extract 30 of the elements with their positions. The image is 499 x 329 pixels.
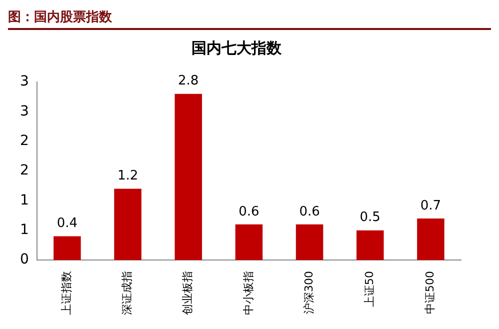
data-label: 0.6: [238, 204, 260, 220]
x-tick-label: 中小板指: [242, 271, 255, 315]
y-tick-label: 1: [20, 222, 29, 238]
x-tick-label: 上证指数: [60, 271, 74, 315]
y-tick-label: 3: [20, 74, 29, 90]
chart-title: 国内七大指数: [192, 38, 282, 57]
bar: [235, 224, 263, 260]
bar: [356, 230, 384, 260]
y-tick-label: 1: [20, 192, 29, 208]
bar: [54, 236, 81, 260]
y-tick-label: 2: [20, 162, 29, 179]
bar: [296, 224, 324, 260]
data-label: 2.8: [178, 74, 199, 89]
data-label: 0.4: [56, 216, 78, 232]
data-label: 1.2: [117, 168, 138, 184]
data-label: 0.5: [360, 210, 380, 226]
y-tick-label: 3: [20, 103, 29, 120]
x-tick-label: 创业板指: [181, 271, 194, 315]
x-tick-label: 深证成指: [120, 271, 134, 315]
y-tick-label: 2: [20, 132, 29, 149]
x-tick-label: 上证50: [362, 271, 376, 307]
bar: [417, 218, 444, 260]
data-label: 0.6: [299, 204, 320, 220]
bar: [174, 94, 202, 260]
bar: [114, 188, 142, 260]
data-label: 0.7: [420, 198, 442, 214]
text: 图：国内股票指数: [8, 8, 491, 30]
y-tick-label: 0: [20, 252, 29, 268]
x-tick-label: 中证500: [424, 271, 437, 314]
x-tick-label: 沪深300: [302, 271, 316, 314]
